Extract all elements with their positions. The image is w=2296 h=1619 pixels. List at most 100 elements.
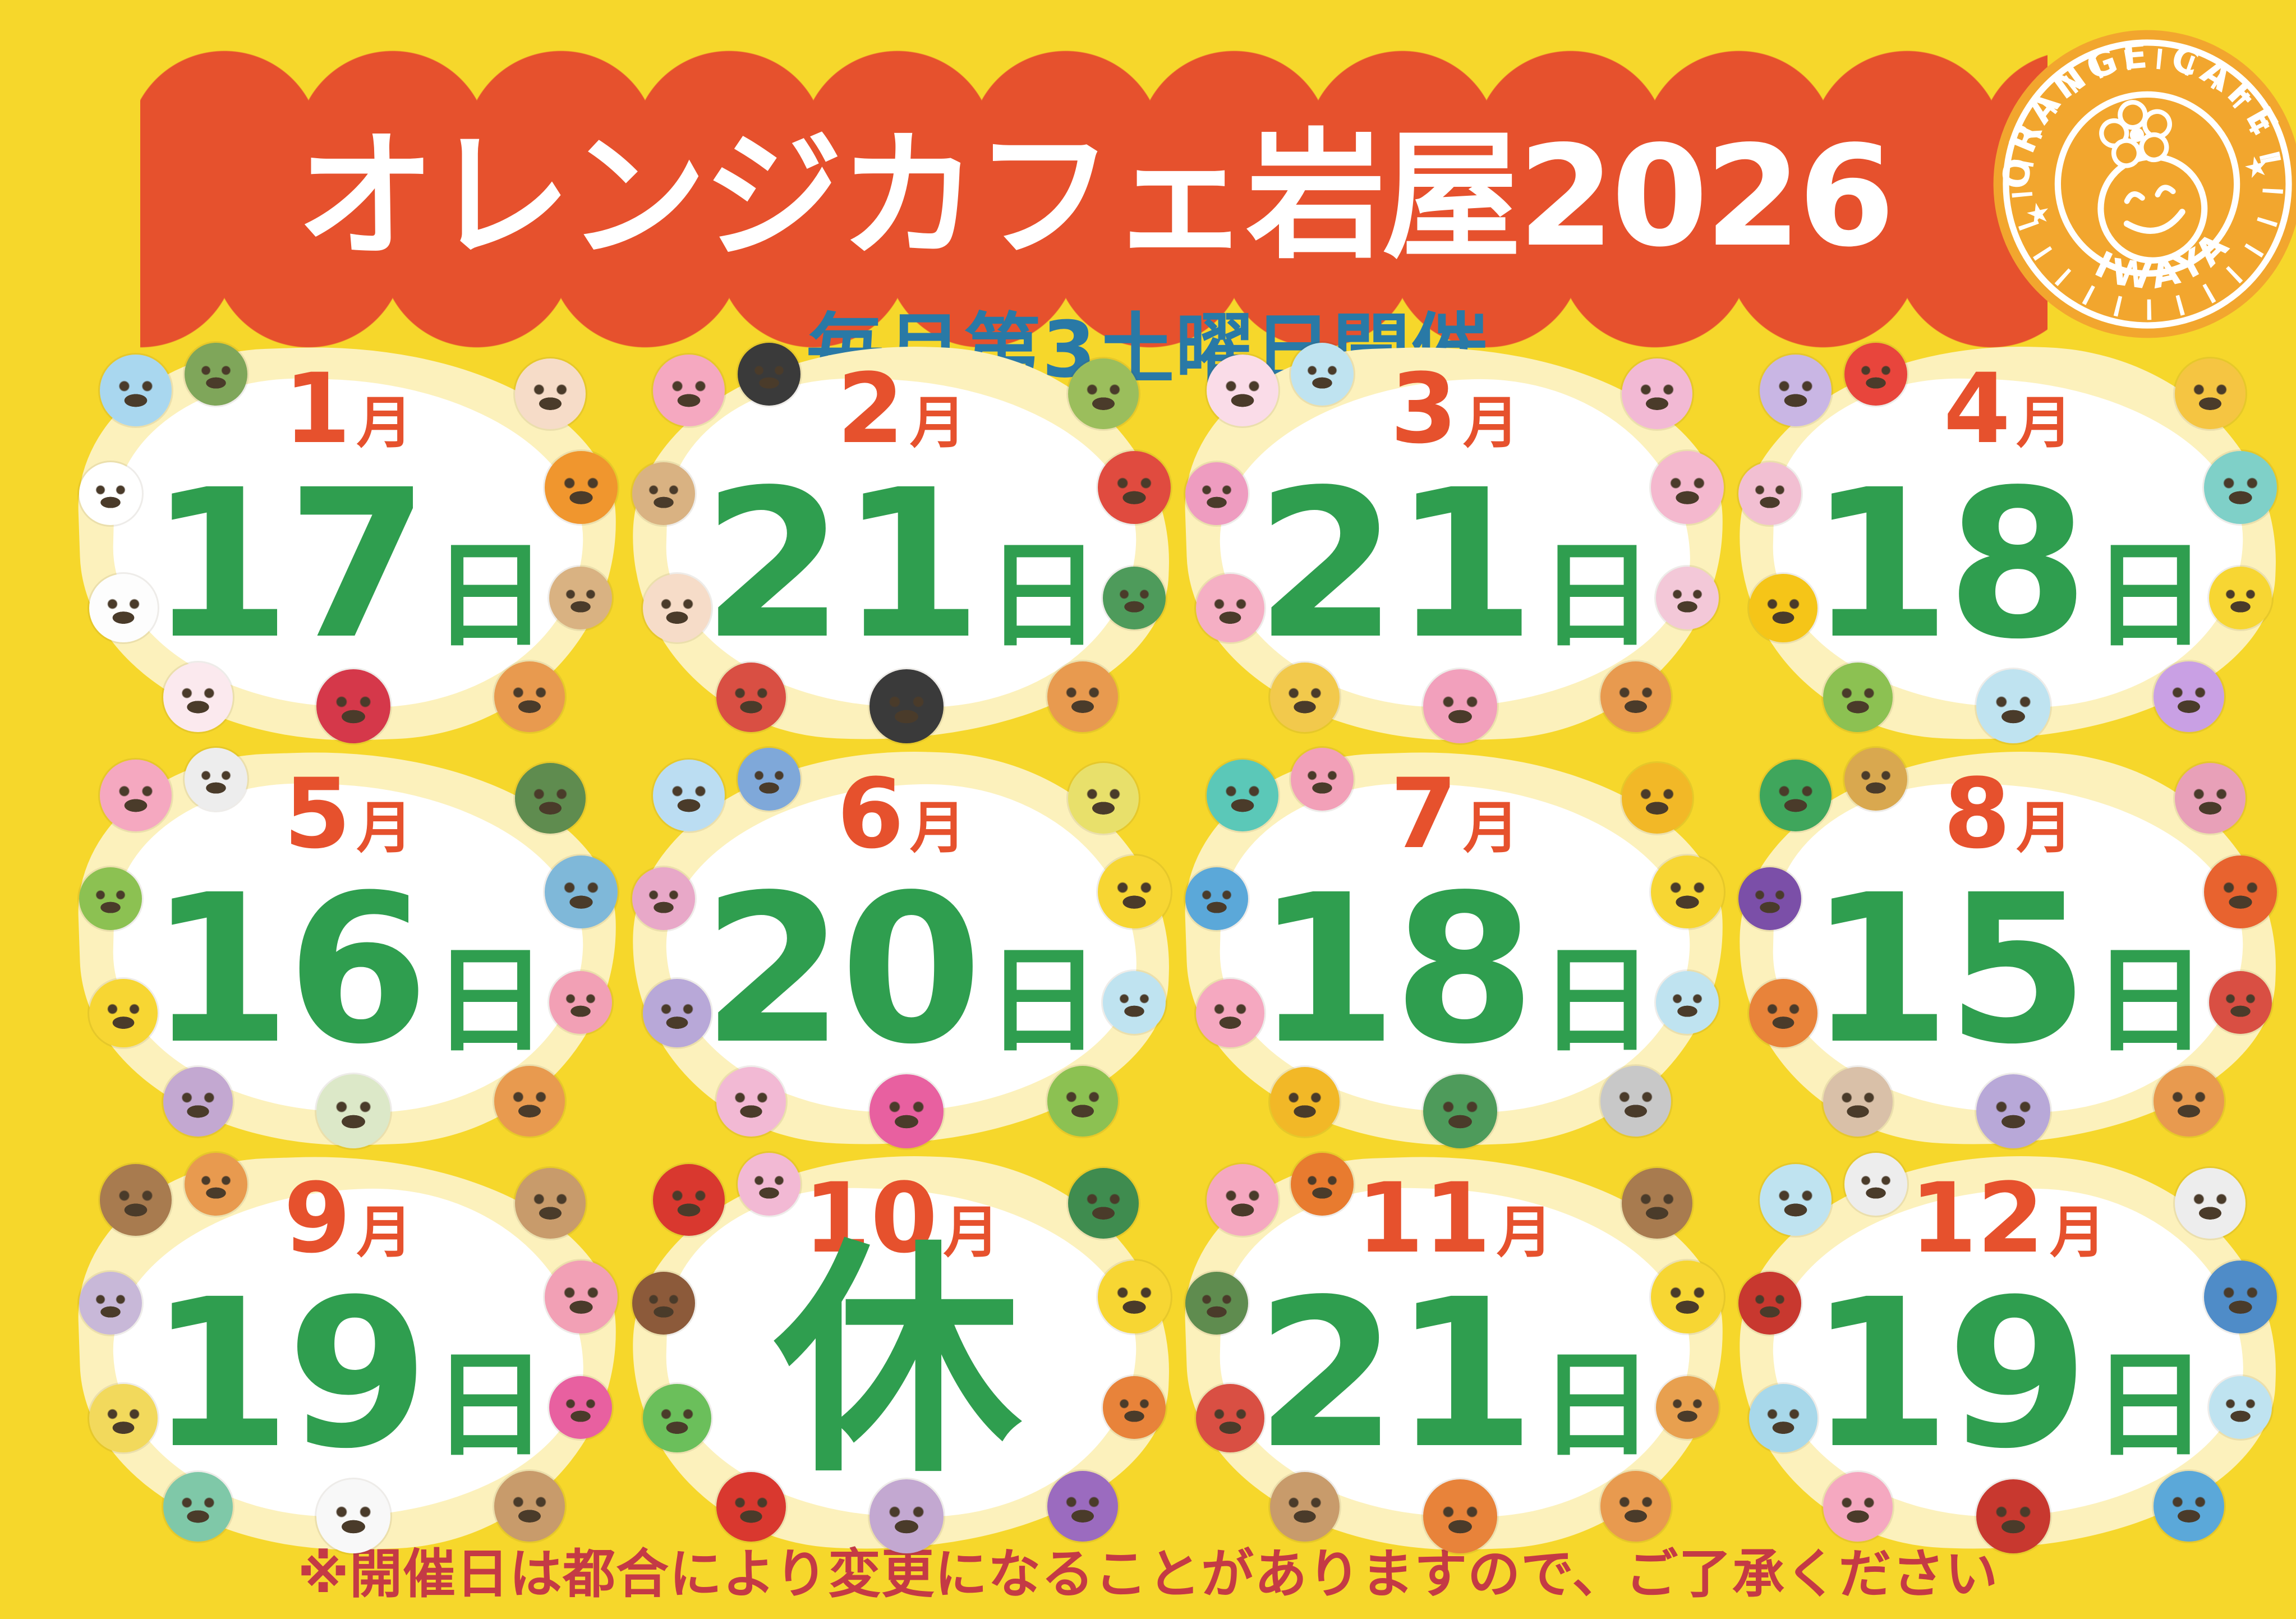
card-decorations [79, 747, 618, 1149]
pig-with-kabuto-icon [100, 759, 172, 831]
day-label: 20 日 [702, 850, 1101, 1089]
duck-icon [1097, 1260, 1171, 1333]
dolphin-icon [1185, 867, 1249, 930]
cloud-icon [1655, 971, 1719, 1034]
rabbit-icon [716, 1067, 786, 1137]
eggplant-cow-icon [1738, 867, 1802, 930]
persimmon-icon [1291, 1152, 1354, 1216]
bear-icon [1600, 1471, 1672, 1542]
day-label: 19 日 [1808, 1255, 2207, 1494]
cat-icon [869, 1479, 944, 1553]
mandarin-orange-icon [544, 450, 618, 524]
okame-face-icon [642, 574, 711, 643]
duck-icon [1651, 1260, 1724, 1333]
card-decorations [1738, 1152, 2277, 1553]
green-dog-icon [163, 1472, 233, 1542]
duck-icon [1651, 856, 1724, 929]
card-decorations [1185, 747, 1724, 1149]
seagull-icon [1600, 1066, 1672, 1137]
konpeito-bag-icon [1291, 343, 1354, 406]
maple-leaf-orange-icon [1423, 1479, 1497, 1553]
mosquito-coil-pig-icon [1823, 1067, 1893, 1137]
otoshidama-envelope-icon [79, 462, 142, 526]
hydrangea-purple-icon [642, 978, 711, 1047]
card-decorations [79, 1152, 618, 1553]
yellow-flower-icon [1068, 763, 1139, 834]
month-card-10: 10 月休 [626, 1146, 1177, 1560]
day-label: 休 [774, 1218, 1021, 1506]
cloud-icon [1102, 971, 1166, 1034]
sweet-potato-icon [1047, 1471, 1118, 1542]
footer-note: ※開催日は都合により変更になることがありますので、ご了承ください [297, 1543, 1999, 1605]
persimmon-basket-icon [1269, 1472, 1340, 1542]
carp-streamer-pink-icon [549, 971, 613, 1034]
card-decorations [632, 1152, 1171, 1553]
cucumber-horse-icon [1759, 759, 1832, 831]
day-label: 21 日 [1255, 1255, 1654, 1494]
dango-stand-icon [494, 1471, 565, 1542]
page-title: オレンジカフェ岩屋2026 [296, 116, 1895, 278]
month-label: 10 月 [803, 1162, 1000, 1275]
cherry-blossom-icon [1651, 450, 1724, 524]
mochi-mallet-icon [100, 1164, 172, 1236]
bear-icon [1047, 661, 1118, 732]
frog-icon [1823, 662, 1893, 732]
strawberry-icon [1844, 343, 1907, 406]
shaved-ice-icon [1291, 747, 1354, 811]
day-label: 18 日 [1808, 446, 2207, 684]
cat-eating-mochi-icon [544, 1260, 618, 1333]
stamp-background [1993, 30, 2296, 338]
snowman-green-hat-icon [1844, 1152, 1907, 1216]
card-decorations [79, 343, 618, 744]
seal-icon [100, 354, 172, 426]
month-card-6: 6 月 20 日 [626, 742, 1177, 1155]
shiba-inu-icon [1844, 747, 1907, 811]
duck-icon [89, 978, 158, 1047]
candy-apple-icon [716, 1472, 786, 1542]
tsukimi-dango-icon [316, 1479, 391, 1553]
strawberry-cake-icon [1655, 566, 1719, 629]
bee-icon [1749, 574, 1818, 643]
hydrangea-pink-icon [632, 867, 695, 930]
pine-sprig-icon [184, 343, 247, 406]
panda-icon [184, 747, 247, 811]
mitten-icon [2154, 1471, 2225, 1542]
banner-body [140, 135, 2047, 264]
omamori-charm-icon [1206, 354, 1278, 426]
sun-icon [2204, 856, 2277, 929]
autumn-leaf-icon [1655, 1376, 1719, 1439]
green-oni-icon [1102, 566, 1166, 629]
elephant-icon [738, 747, 801, 811]
dandelion-icon [2174, 358, 2246, 429]
watermelon-icon [1423, 1074, 1497, 1149]
green-leaf-icon [1185, 1272, 1249, 1335]
month-card-3: 3 月 21 日 [1179, 337, 1730, 750]
festival-fan-icon [2209, 971, 2272, 1034]
bear-with-kabuto-icon [494, 1066, 565, 1137]
music-note-icon [549, 1376, 613, 1439]
month-card-2: 2 月 21 日 [626, 337, 1177, 750]
month-card-12: 12 月 19 日 [1732, 1146, 2283, 1560]
bear-icon [494, 661, 565, 732]
snowman-blue-hat-icon [2209, 1376, 2272, 1439]
green-bird-icon [1068, 358, 1139, 429]
camellia-flower-icon [316, 669, 391, 744]
green-pepper-icon [1068, 1168, 1139, 1239]
month-card-5: 5 月 16 日 [73, 742, 624, 1155]
folding-fan-icon [1269, 662, 1340, 732]
dancing-rabbit-icon [1423, 669, 1497, 744]
month-card-7: 7 月 18 日 [1179, 742, 1730, 1155]
card-decorations [1738, 343, 2277, 744]
calendar-grid: 1 月 17 日 2 月 21 日 3 月 21 日 4 月 18 日 5 月 16 日 6 月 20 日 7 月 18 日 8 月 15 日… [73, 337, 2283, 1560]
month-card-4: 4 月 18 日 [1732, 337, 2283, 750]
frog-icon [1047, 1066, 1118, 1137]
card-decorations [632, 343, 1171, 744]
cat-icon [163, 1067, 233, 1137]
day-label: 19 日 [149, 1255, 548, 1494]
title-banner: オレンジカフェ岩屋2026 [140, 34, 2047, 348]
fuku-bean-box-icon [632, 462, 695, 526]
